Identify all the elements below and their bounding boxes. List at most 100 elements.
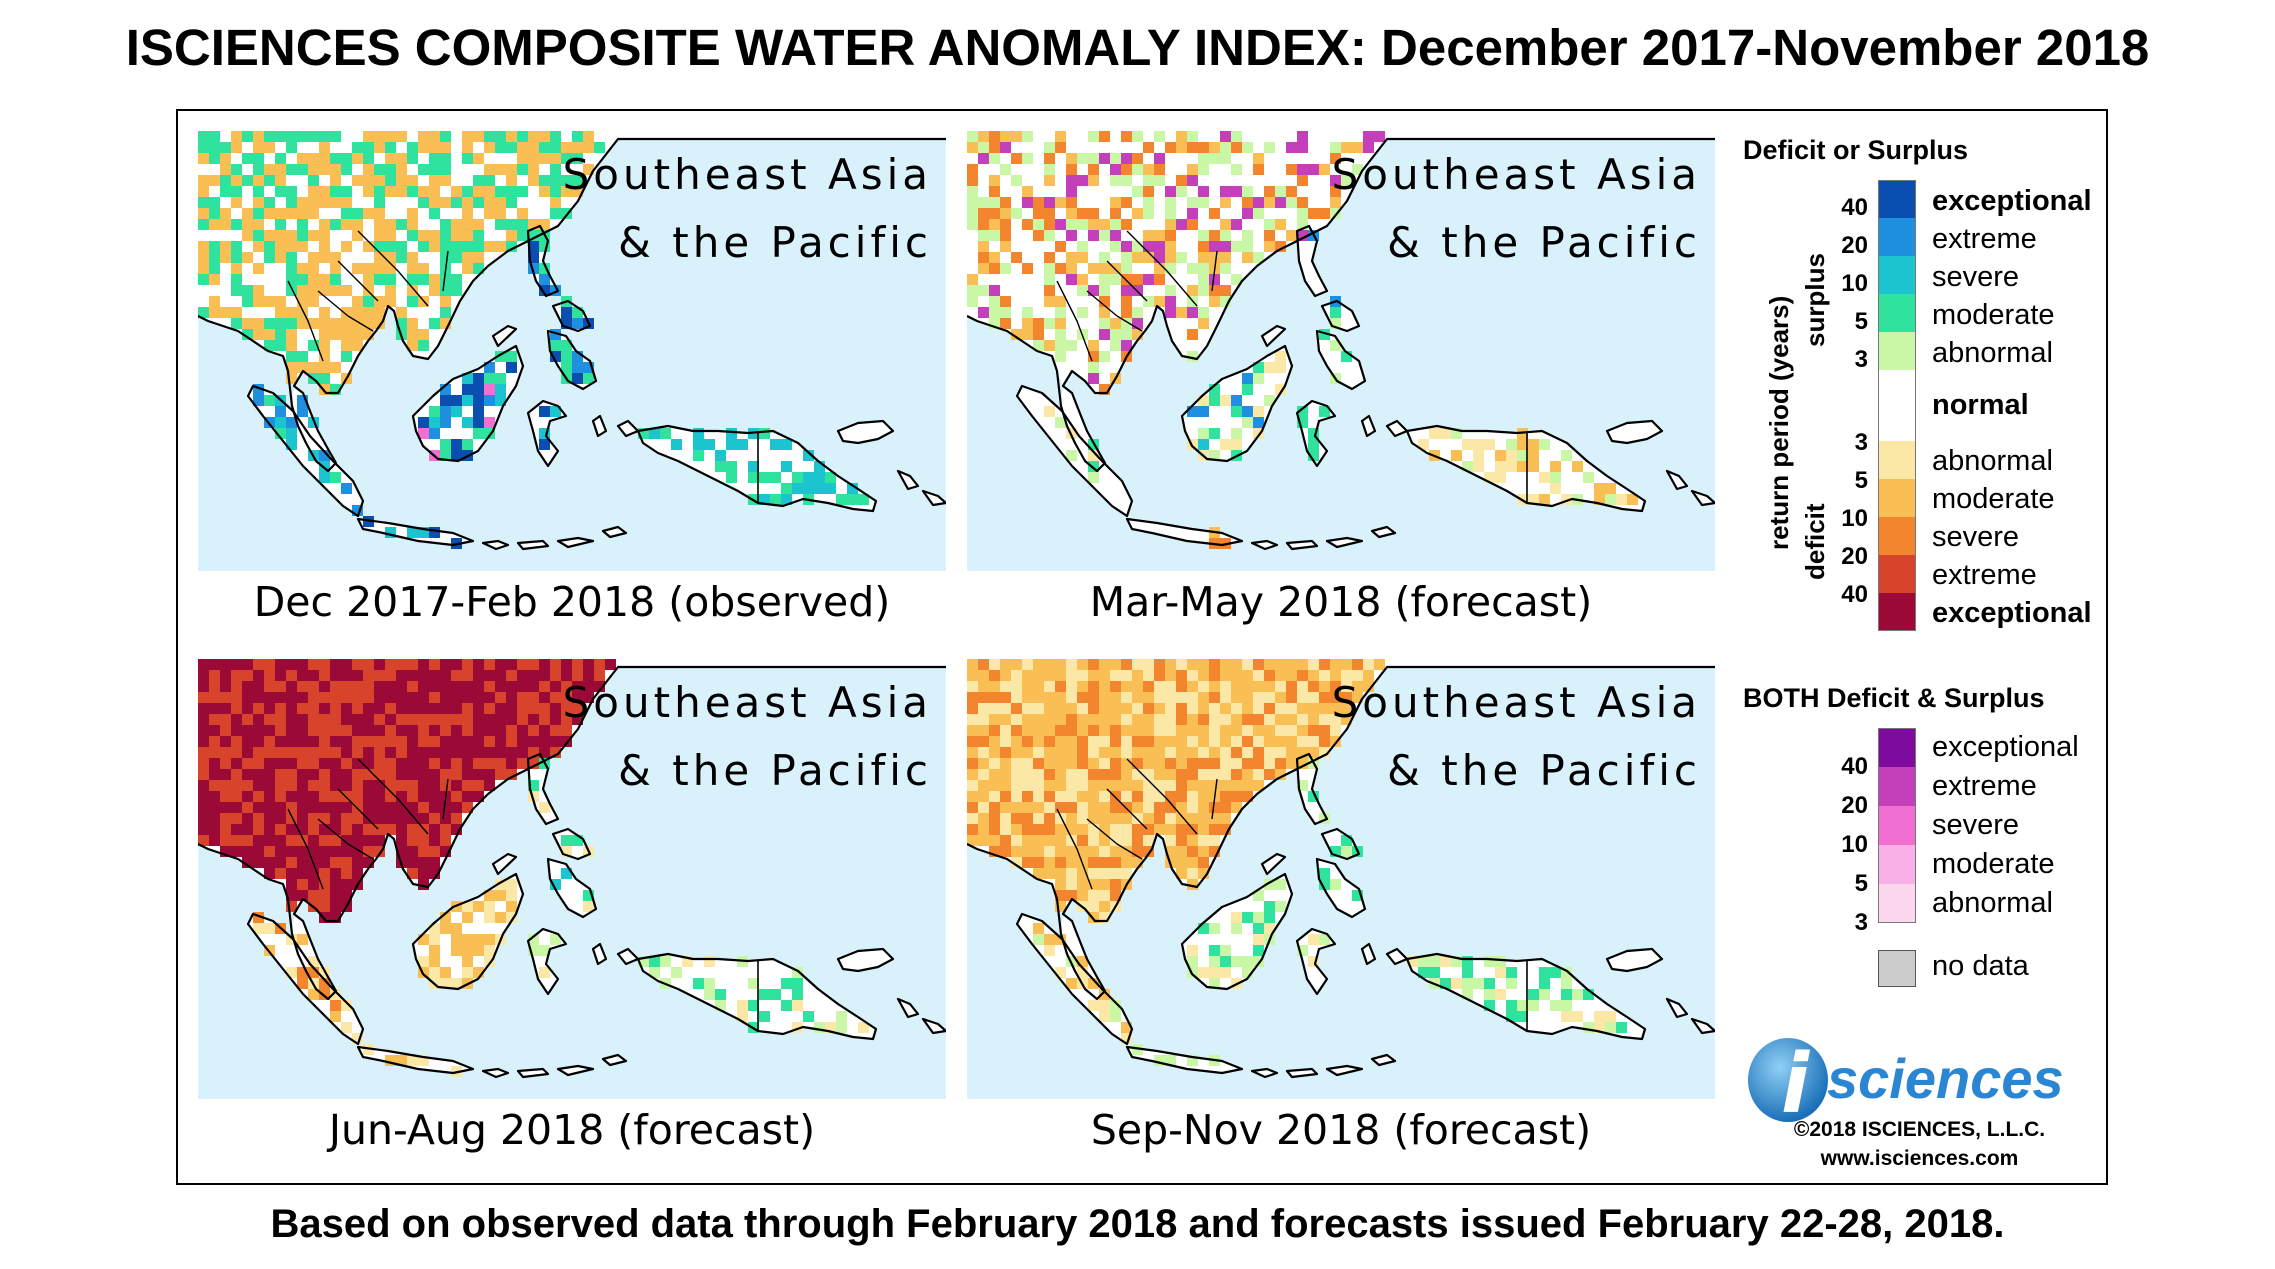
anomaly-cell [1022,131,1033,142]
anomaly-cell [1517,439,1528,450]
anomaly-cell [440,296,451,307]
anomaly-cell [1297,197,1308,208]
anomaly-cell [978,153,989,164]
anomaly-cell [1308,703,1319,714]
anomaly-cell [1033,681,1044,692]
anomaly-cell [198,263,209,274]
anomaly-cell [989,230,1000,241]
anomaly-cell [286,736,297,747]
anomaly-cell [1099,252,1110,263]
anomaly-cell [418,527,429,538]
anomaly-cell [418,879,429,890]
anomaly-cell [308,956,319,967]
anomaly-cell [352,813,363,824]
anomaly-cell [561,681,572,692]
anomaly-cell [451,681,462,692]
anomaly-cell [1231,241,1242,252]
map-panel-sep-nov: Southeast Asia & the Pacific [967,659,1715,1099]
anomaly-cell [297,153,308,164]
anomaly-cell [1187,791,1198,802]
anomaly-cell [462,417,473,428]
anomaly-cell [1000,758,1011,769]
anomaly-cell [1242,670,1253,681]
anomaly-cell [1044,802,1055,813]
anomaly-cell [231,846,242,857]
anomaly-cell [1264,714,1275,725]
anomaly-cell [1044,340,1055,351]
anomaly-cell [352,208,363,219]
anomaly-cell [1121,263,1132,274]
anomaly-cell [1220,791,1231,802]
anomaly-cell [1077,241,1088,252]
anomaly-cell [308,296,319,307]
anomaly-cell [1165,296,1176,307]
anomaly-cell [440,802,451,813]
anomaly-cell [264,736,275,747]
anomaly-cell [561,208,572,219]
anomaly-cell [374,659,385,670]
anomaly-cell [506,703,517,714]
anomaly-cell [989,219,1000,230]
anomaly-cell [297,835,308,846]
panel-caption: Sep-Nov 2018 (forecast) [1090,1106,1592,1154]
anomaly-cell [1198,846,1209,857]
anomaly-cell [1517,1000,1528,1011]
anomaly-cell [1143,186,1154,197]
anomaly-cell [319,835,330,846]
anomaly-cell [1506,978,1517,989]
anomaly-cell [1132,824,1143,835]
anomaly-cell [550,186,561,197]
anomaly-cell [1000,692,1011,703]
anomaly-cell [451,780,462,791]
anomaly-cell [1462,978,1473,989]
anomaly-cell [1077,736,1088,747]
anomaly-cell [462,681,473,692]
anomaly-cell [330,670,341,681]
anomaly-cell [407,780,418,791]
anomaly-cell [1242,736,1253,747]
anomaly-cell [297,164,308,175]
anomaly-cell [1055,846,1066,857]
anomaly-cell [1055,142,1066,153]
anomaly-cell [1121,252,1132,263]
legend-tick: 40 [1841,581,1868,608]
anomaly-cell [748,1000,759,1011]
anomaly-cell [1308,714,1319,725]
anomaly-cell [1033,197,1044,208]
anomaly-cell [1198,769,1209,780]
anomaly-cell [418,274,429,285]
anomaly-cell [1110,1011,1121,1022]
region-label-line1: Southeast Asia [1331,150,1701,199]
anomaly-cell [319,890,330,901]
anomaly-cell [825,1022,836,1033]
anomaly-cell [638,956,649,967]
anomaly-cell [220,692,231,703]
anomaly-cell [528,934,539,945]
anomaly-cell [1308,956,1319,967]
anomaly-cell [517,714,528,725]
anomaly-cell [495,681,506,692]
anomaly-cell [352,307,363,318]
anomaly-cell [1143,252,1154,263]
anomaly-cell [1088,131,1099,142]
anomaly-cell [385,527,396,538]
anomaly-cell [407,725,418,736]
anomaly-cell [1242,197,1253,208]
anomaly-cell [1319,747,1330,758]
anomaly-cell [242,208,253,219]
anomaly-cell [484,186,495,197]
anomaly-cell [209,307,220,318]
anomaly-cell [1066,703,1077,714]
anomaly-cell [363,296,374,307]
anomaly-cell [1198,439,1209,450]
anomaly-cell [484,659,495,670]
anomaly-cell [363,846,374,857]
anomaly-cell [275,780,286,791]
anomaly-cell [1022,857,1033,868]
anomaly-cell [495,208,506,219]
anomaly-cell [1088,846,1099,857]
anomaly-cell [1132,241,1143,252]
anomaly-cell [484,769,495,780]
anomaly-cell [1165,791,1176,802]
anomaly-cell [341,791,352,802]
